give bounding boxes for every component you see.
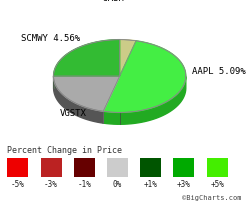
Polygon shape: [54, 40, 120, 76]
FancyBboxPatch shape: [107, 158, 128, 177]
FancyBboxPatch shape: [41, 158, 62, 177]
Text: 0%: 0%: [113, 180, 122, 189]
Text: +3%: +3%: [177, 180, 191, 189]
FancyBboxPatch shape: [173, 158, 194, 177]
Polygon shape: [120, 40, 136, 76]
Text: +1%: +1%: [144, 180, 158, 189]
Polygon shape: [54, 76, 103, 123]
FancyBboxPatch shape: [207, 158, 228, 177]
Text: ©BigCharts.com: ©BigCharts.com: [182, 195, 241, 201]
Text: -5%: -5%: [11, 180, 25, 189]
Text: SCMWY 4.56%: SCMWY 4.56%: [20, 34, 80, 43]
Text: VGSTX: VGSTX: [60, 109, 87, 118]
Polygon shape: [103, 41, 186, 112]
Polygon shape: [54, 76, 120, 111]
Text: -3%: -3%: [44, 180, 58, 189]
FancyBboxPatch shape: [74, 158, 95, 177]
FancyBboxPatch shape: [140, 158, 161, 177]
Text: *CASH*: *CASH*: [97, 0, 129, 3]
Text: -1%: -1%: [77, 180, 91, 189]
Text: +5%: +5%: [210, 180, 224, 189]
Text: AAPL 5.09%: AAPL 5.09%: [192, 67, 246, 76]
FancyBboxPatch shape: [7, 158, 28, 177]
Text: Percent Change in Price: Percent Change in Price: [7, 146, 122, 155]
Polygon shape: [103, 76, 186, 124]
